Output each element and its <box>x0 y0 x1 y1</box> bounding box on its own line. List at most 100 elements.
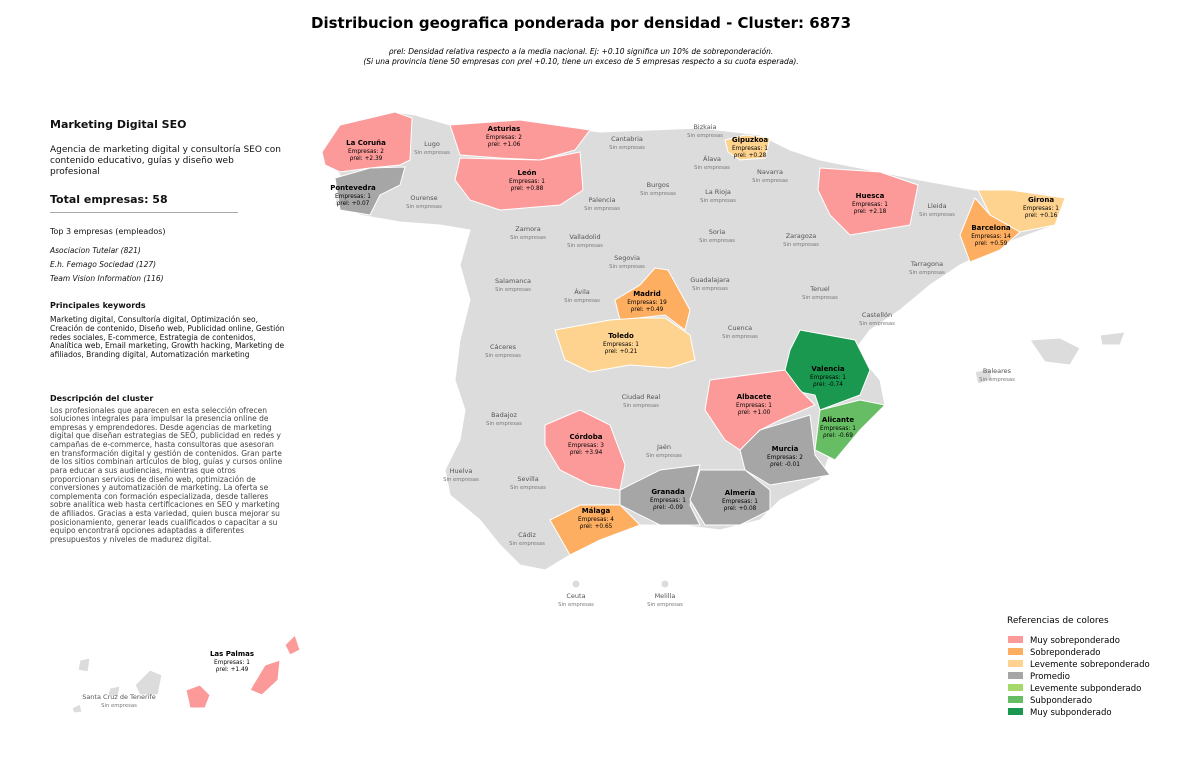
province-detail: Sin empresas <box>609 145 645 151</box>
legend-title: Referencias de colores <box>1007 616 1109 626</box>
province-detail: Sin empresas <box>909 270 945 276</box>
legend-swatch <box>1008 684 1023 691</box>
province-shape <box>185 684 211 709</box>
province-detail: ρrel: +0.07 <box>337 201 370 207</box>
province-detail: Sin empresas <box>567 243 603 249</box>
province-name: Segovia <box>614 254 640 262</box>
province-name: Cáceres <box>490 343 517 351</box>
province-name: Huelva <box>450 467 473 475</box>
province-name: Burgos <box>647 181 670 189</box>
ceuta-shape <box>571 579 581 589</box>
legend-label: Levemente subponderado <box>1030 684 1141 694</box>
province-detail: Empresas: 1 <box>650 498 686 504</box>
province-name: Soria <box>709 228 726 236</box>
legend-swatch <box>1008 660 1023 667</box>
province-name: La Rioja <box>705 188 731 196</box>
legend-swatch <box>1008 636 1023 643</box>
province-name: Madrid <box>633 290 661 298</box>
province-shape <box>321 111 413 173</box>
province-name: Córdoba <box>570 433 603 441</box>
province-detail: Empresas: 2 <box>486 135 522 141</box>
province-detail: Empresas: 1 <box>335 194 371 200</box>
province-detail: Sin empresas <box>510 485 546 491</box>
cluster-name: Marketing Digital SEO <box>50 118 187 131</box>
province-detail: Sin empresas <box>979 377 1015 383</box>
province-detail: Empresas: 1 <box>732 146 768 152</box>
province-shape <box>814 399 887 461</box>
province-name: Cuenca <box>728 324 752 332</box>
province-detail: Empresas: 2 <box>348 149 384 155</box>
province-detail: Sin empresas <box>692 286 728 292</box>
province-name: Girona <box>1028 196 1054 204</box>
province-detail: Sin empresas <box>919 212 955 218</box>
province-detail: Empresas: 19 <box>627 300 667 306</box>
province-name: Ourense <box>410 194 437 202</box>
province-detail: Sin empresas <box>647 602 683 608</box>
province-name: Lleida <box>927 202 946 210</box>
cluster-description: Agencia de marketing digital y consultor… <box>50 145 281 177</box>
province-shape <box>724 134 771 161</box>
province-detail: Empresas: 1 <box>1023 206 1059 212</box>
province-detail: Empresas: 1 <box>810 375 846 381</box>
province-detail: Empresas: 1 <box>820 426 856 432</box>
legend-swatch <box>1008 672 1023 679</box>
province-name: Navarra <box>757 168 783 176</box>
province-detail: Empresas: 1 <box>603 342 639 348</box>
province-detail: Empresas: 1 <box>722 499 758 505</box>
province-name: Murcia <box>772 445 799 453</box>
province-name: Baleares <box>983 367 1012 375</box>
legend-label: Muy sobreponderado <box>1030 636 1120 646</box>
province-detail: Sin empresas <box>640 191 676 197</box>
province-detail: ρrel: -0.69 <box>823 433 853 439</box>
province-shape <box>454 151 584 211</box>
top-heading: Top 3 empresas (empleados) <box>50 227 166 237</box>
province-detail: Sin empresas <box>752 178 788 184</box>
province-detail: Sin empresas <box>700 198 736 204</box>
top-item: E.h. Femago Sociedad (127) <box>50 260 157 270</box>
province-name: Cádiz <box>518 531 536 539</box>
total: Total empresas: 58 <box>50 193 238 214</box>
province-shape <box>334 166 406 216</box>
province-detail: Sin empresas <box>859 321 895 327</box>
province-name: Málaga <box>582 507 611 515</box>
top-item: Team Vision Information (116) <box>50 274 164 284</box>
province-detail: ρrel: +0.88 <box>511 186 544 192</box>
keywords-heading: Principales keywords <box>50 301 146 311</box>
province-shape <box>959 197 1021 263</box>
province-name: Toledo <box>608 332 634 340</box>
province-name: Granada <box>651 488 685 496</box>
province-detail: ρrel: +2.39 <box>350 156 383 162</box>
province-detail: Empresas: 1 <box>214 660 250 666</box>
province-shape <box>689 469 771 526</box>
legend-label: Levemente sobreponderado <box>1030 660 1150 670</box>
province-name: Santa Cruz de Tenerife <box>82 693 156 701</box>
province-shape <box>784 329 871 411</box>
province-name: Albacete <box>737 393 772 401</box>
province-detail: ρrel: +0.21 <box>605 349 638 355</box>
province-name: Castellón <box>862 311 892 319</box>
province-detail: ρrel: -0.74 <box>813 382 843 388</box>
province-name: Bizkaia <box>693 123 716 131</box>
province-name: Barcelona <box>971 224 1011 232</box>
province-shape <box>704 369 816 451</box>
province-detail: Sin empresas <box>485 353 521 359</box>
province-name: La Coruña <box>346 139 386 147</box>
province-name: Tarragona <box>910 260 943 268</box>
subtitle: (Si una provincia tiene 50 empresas con … <box>363 57 798 66</box>
province-detail: Sin empresas <box>406 204 442 210</box>
subtitle: ρrel: Densidad relativa respecto a la me… <box>389 47 773 56</box>
island <box>134 669 163 696</box>
province-name: Álava <box>703 154 721 163</box>
title: Distribucion geografica ponderada por de… <box>311 14 851 32</box>
province-detail: ρrel: +0.08 <box>724 506 757 512</box>
legend-label: Subponderado <box>1030 696 1092 706</box>
province-detail: Sin empresas <box>802 295 838 301</box>
province-detail: Empresas: 4 <box>578 517 614 523</box>
top-item: Asociacion Tutelar (821) <box>50 246 141 256</box>
legend-swatch <box>1008 648 1023 655</box>
province-detail: ρrel: +1.06 <box>488 142 521 148</box>
province-shape <box>284 634 301 656</box>
province-detail: ρrel: +0.65 <box>580 524 613 530</box>
province-detail: Sin empresas <box>414 150 450 156</box>
